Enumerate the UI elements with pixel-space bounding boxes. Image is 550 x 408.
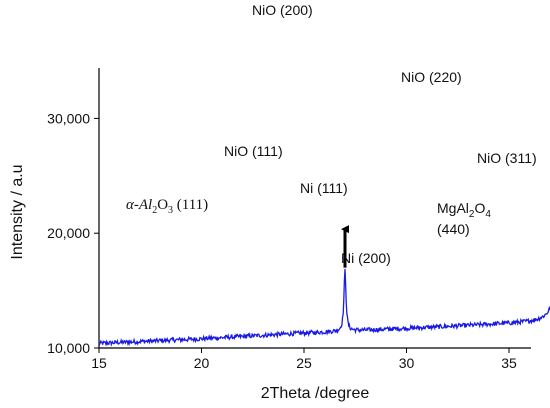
annotation-nio-200: NiO (200) [252, 2, 313, 18]
annotation-alpha-al2o3-111: α-Al2O3 (111) [126, 197, 349, 268]
x-tick-label: 20 [194, 355, 210, 371]
ni-200-label: Ni (200) [341, 250, 391, 266]
y-ticks: 10,000 20,000 30,000 [47, 110, 99, 356]
annotation-nio-111: NiO (111) [224, 143, 283, 159]
x-tick-label: 15 [91, 355, 107, 371]
ni-111-label: Ni (111) [300, 180, 348, 196]
peak-annotations: α-Al2O3 (111) NiO (111) NiO (200) Ni (11… [126, 2, 537, 268]
alpha-al2o3-label: α-Al2O3 (111) [126, 197, 208, 216]
annotation-nio-311: NiO (311) [477, 150, 537, 166]
nio-111-label: NiO (111) [224, 143, 283, 159]
plot-area: 15202530354045505560657075 10,00020,0003… [47, 68, 550, 371]
annotation-ni-200: Ni (200) [341, 250, 391, 266]
y-axis-title: Intensity / a.u [9, 164, 26, 259]
x-tick-label: 30 [399, 355, 415, 371]
xrd-spectrum-line [98, 268, 550, 347]
x-tick-label: 25 [296, 355, 312, 371]
mgal2o4-440-label: (440) [437, 221, 470, 237]
annotation-ni-111: Ni (111) [300, 180, 348, 196]
y-tick-label: 10,000 [47, 340, 90, 356]
y-tick-label: 20,000 [47, 225, 90, 241]
annotation-nio-220: NiO (220) [401, 69, 462, 85]
mgal2o4-label: MgAl2O4 [437, 200, 491, 220]
x-tick-label: 35 [501, 355, 517, 371]
annotation-mgal2o4-440: MgAl2O4 (440) [437, 200, 491, 237]
x-ticks: 15202530354045505560657075 [91, 348, 517, 371]
y-tick-label: 30,000 [47, 110, 90, 126]
x-axis-title: 2Theta /degree [261, 385, 370, 402]
nio-200-label: NiO (200) [252, 2, 313, 18]
nio-220-label: NiO (220) [401, 69, 462, 85]
nio-311-label: NiO (311) [477, 150, 537, 166]
